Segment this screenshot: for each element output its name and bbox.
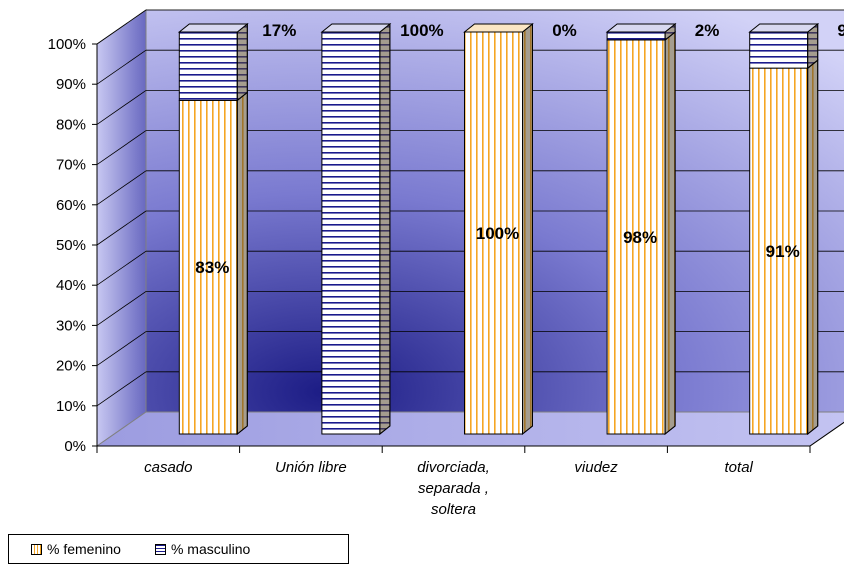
bar-femenino xyxy=(749,59,819,436)
x-category-label: casado xyxy=(144,459,192,476)
x-category-label-line: divorciada, xyxy=(417,459,490,476)
gridline-side xyxy=(96,90,147,125)
y-tick-label: 100% xyxy=(48,36,86,53)
legend-label-masculino: % masculino xyxy=(170,541,251,557)
x-category-label-line: viudez xyxy=(574,459,618,476)
bar-femenino-side-shade xyxy=(664,30,676,436)
gridline-side xyxy=(96,130,147,165)
gridline-side xyxy=(96,49,147,85)
bar-femenino-side-shade xyxy=(807,59,819,436)
x-category-label-line: separada , xyxy=(418,480,489,497)
data-label-masculino: 17% xyxy=(262,21,296,40)
bar-masculino-front xyxy=(321,31,381,435)
gridline-side xyxy=(96,9,147,45)
bar-top xyxy=(748,23,820,33)
bar-masculino-side-shade xyxy=(379,22,391,436)
legend-item-masculino: % masculino xyxy=(154,541,251,557)
legend: % femenino % masculino xyxy=(8,534,349,564)
x-category-label: Unión libre xyxy=(275,459,347,476)
data-label-femenino: 91% xyxy=(766,242,800,261)
bar-masculino-front xyxy=(178,31,238,101)
bars xyxy=(177,22,820,436)
gridline-side xyxy=(96,210,147,246)
bar-femenino-side-shade xyxy=(522,22,533,436)
bar-top xyxy=(320,23,392,33)
data-label-femenino: 83% xyxy=(195,258,229,277)
bar-masculino-front xyxy=(749,31,809,69)
y-tick-label: 60% xyxy=(56,197,86,214)
y-tick-label: 50% xyxy=(56,237,86,254)
data-label-masculino: 100% xyxy=(400,21,443,40)
floor-edge-line xyxy=(809,421,844,447)
stacked-bar-chart: 0% 10% 20% 30% 40% 50% 60% 70% 80% 90% 100% casado U… xyxy=(48,9,844,518)
gridline-side xyxy=(96,371,147,407)
y-tick-label: 80% xyxy=(56,116,86,133)
axes: 0% 10% 20% 30% 40% 50% 60% 70% 80% 90% 100% casado U… xyxy=(48,36,844,518)
y-tick-label: 70% xyxy=(56,157,86,174)
bar-top xyxy=(463,23,534,33)
legend-swatch-masculino xyxy=(154,543,166,555)
y-tick-label: 30% xyxy=(56,317,86,334)
data-label-femenino: 98% xyxy=(623,228,657,247)
y-tick-label: 10% xyxy=(56,398,86,415)
bar-masculino-front xyxy=(606,31,666,41)
data-label-masculino: 2% xyxy=(695,21,720,40)
bar-masculino xyxy=(178,22,248,102)
x-category-label-line: total xyxy=(725,459,754,476)
bar-femenino xyxy=(178,91,248,436)
x-category-label-line: casado xyxy=(144,459,192,476)
legend-swatch-femenino xyxy=(31,543,42,555)
data-labels: 83% 17% 100% 100% 0% 98% 2% 91% 9% xyxy=(195,21,844,277)
y-tick-label: 20% xyxy=(56,358,86,375)
gridline-side xyxy=(96,291,147,326)
bar-masculino-side-shade xyxy=(236,22,248,102)
bar-femenino-side-shade xyxy=(236,91,248,436)
y-tick-label: 0% xyxy=(64,438,86,455)
data-label-masculino: 9% xyxy=(837,21,844,40)
y-tick-label: 40% xyxy=(56,277,86,294)
data-label-femenino: 100% xyxy=(476,224,519,243)
gridline-side xyxy=(96,170,147,206)
x-category-label: viudez xyxy=(574,459,618,476)
x-category-label: total xyxy=(725,459,754,476)
x-category-label: divorciada, separada , soltera xyxy=(417,459,490,518)
gridline-side xyxy=(96,331,147,366)
bar-masculino xyxy=(321,22,391,436)
legend-label-femenino: % femenino xyxy=(47,541,121,557)
x-category-label-line: Unión libre xyxy=(275,459,347,476)
x-category-label-line: soltera xyxy=(431,501,476,518)
gridline-side xyxy=(96,250,147,286)
bar-femenino xyxy=(464,22,533,436)
legend-item-femenino: % femenino xyxy=(31,541,121,557)
bar-top xyxy=(605,23,677,33)
data-label-masculino: 0% xyxy=(552,21,577,40)
bar-top xyxy=(177,23,249,33)
y-tick-label: 90% xyxy=(56,76,86,93)
